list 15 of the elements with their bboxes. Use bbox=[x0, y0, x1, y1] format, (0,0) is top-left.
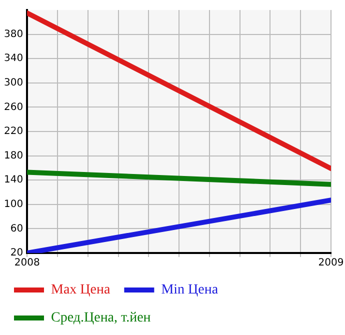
legend-label: Min Цена bbox=[161, 282, 219, 298]
y-tick-label: 380 bbox=[4, 28, 24, 40]
y-tick-label: 340 bbox=[4, 53, 24, 64]
y-tick-label: 220 bbox=[4, 126, 24, 138]
y-tick-label: 180 bbox=[4, 150, 24, 162]
legend-label: Max Цена bbox=[51, 282, 111, 298]
y-tick-label: 260 bbox=[4, 102, 24, 113]
y-tick-label: 60 bbox=[10, 223, 24, 234]
y-tick-label: 20 bbox=[10, 248, 24, 259]
y-tick-label: 100 bbox=[4, 198, 24, 210]
y-tick-label: 300 bbox=[4, 77, 24, 88]
x-tick-label: 2008 bbox=[14, 258, 40, 269]
legend-label: Сред.Цена, т.йен bbox=[51, 310, 152, 326]
x-tick-label: 2009 bbox=[318, 258, 344, 269]
y-tick-label: 140 bbox=[4, 174, 24, 186]
